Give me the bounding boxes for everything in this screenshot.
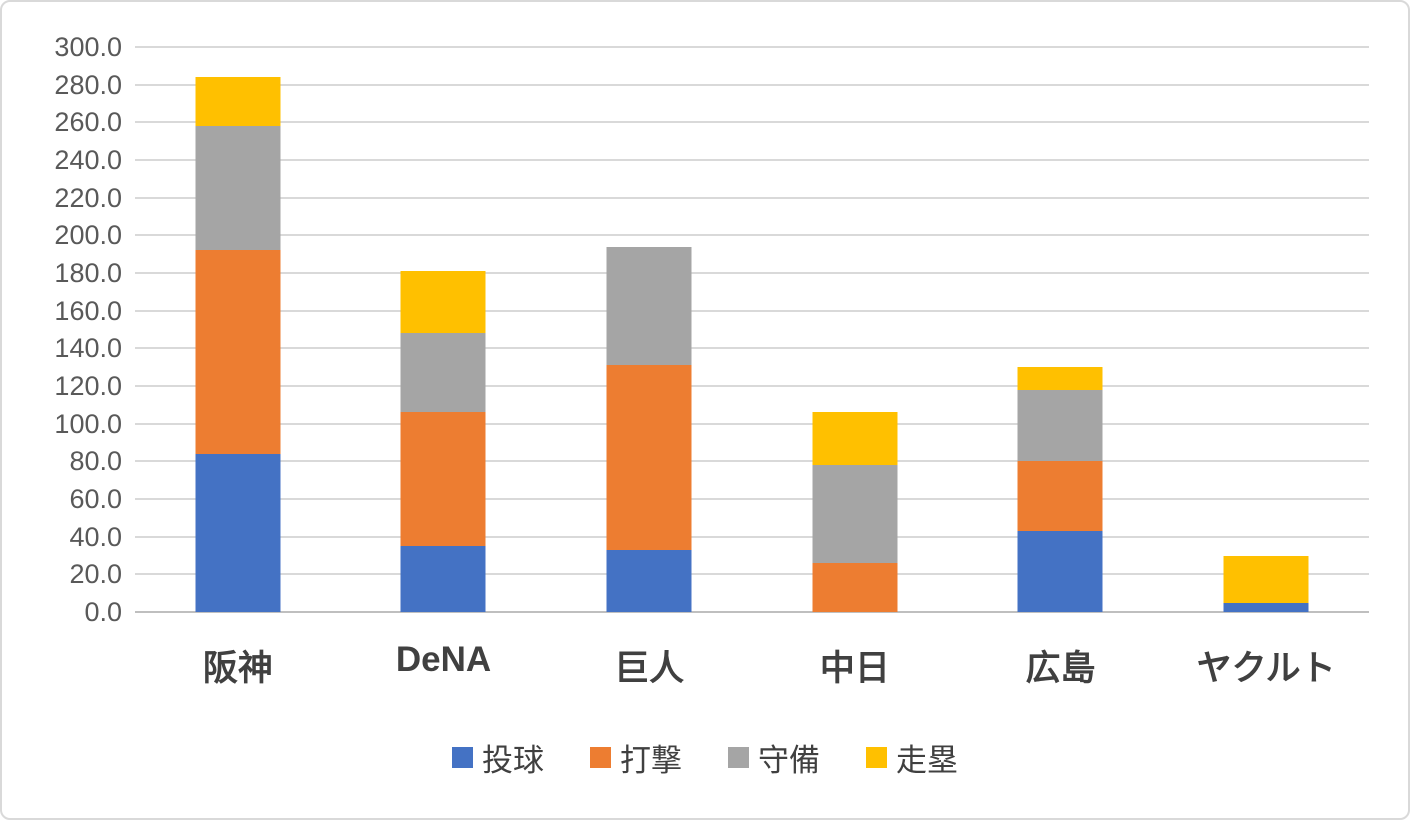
y-tick-label: 200.0 [54, 220, 122, 251]
x-tick-label: 中日 [819, 649, 890, 688]
legend-swatch-icon [452, 747, 473, 768]
y-tick-label: 280.0 [54, 69, 122, 100]
y-tick-label: 180.0 [54, 258, 122, 288]
x-axis: 阪神 DeNA 巨人 中日 広島 ヤクルト [135, 640, 1369, 700]
gridline [135, 422, 1369, 425]
y-tick-label: 60.0 [69, 484, 122, 514]
category-slot [752, 47, 958, 612]
y-tick-label: 260.0 [54, 107, 122, 138]
category-slot [546, 47, 752, 612]
bar-segment-打撃[interactable] [400, 412, 486, 547]
gridline [135, 535, 1369, 538]
legend-item-打撃[interactable]: 打撃 [590, 735, 682, 780]
y-axis: 300.0 280.0 260.0 240.0 220.0 200.0 180.0 160.0… [2, 32, 122, 627]
bar-segment-守備[interactable] [1017, 389, 1103, 462]
bar-segment-打撃[interactable] [812, 563, 898, 612]
gridline [135, 121, 1369, 124]
legend-label: 走塁 [896, 743, 958, 778]
gridline [135, 46, 1369, 48]
bar-segment-走塁[interactable] [1223, 555, 1309, 603]
gridline [135, 159, 1369, 161]
legend-label: 守備 [758, 743, 820, 778]
x-tick-label: 巨人 [614, 649, 685, 688]
plot-area [135, 46, 1369, 613]
category-slot [958, 47, 1164, 612]
bar-segment-投球[interactable] [606, 549, 692, 612]
bar-segment-走塁[interactable] [195, 77, 281, 127]
bar-segment-投球[interactable] [1223, 602, 1309, 612]
gridline [135, 498, 1369, 500]
legend: 投球 打撃 守備 走塁 [2, 735, 1408, 780]
legend-swatch-icon [866, 747, 887, 768]
bar-segment-打撃[interactable] [195, 250, 281, 454]
bar-segment-投球[interactable] [1017, 531, 1103, 612]
x-axis-line [135, 611, 1369, 613]
bar-segment-守備[interactable] [400, 333, 486, 413]
gridline [135, 272, 1369, 274]
gridline [135, 83, 1369, 86]
gridline [135, 196, 1369, 199]
category-slot [135, 47, 341, 612]
x-tick-label: 広島 [1025, 649, 1096, 688]
bar-segment-走塁[interactable] [400, 271, 486, 334]
legend-item-投球[interactable]: 投球 [452, 735, 544, 780]
x-tick-label: 阪神 [202, 649, 273, 688]
category-slot [341, 47, 547, 612]
y-tick-label: 220.0 [54, 182, 122, 213]
legend-item-守備[interactable]: 守備 [728, 735, 820, 780]
legend-swatch-icon [590, 747, 611, 768]
bar-segment-投球[interactable] [195, 453, 281, 612]
gridline [135, 573, 1369, 576]
x-tick-label: ヤクルト [1196, 649, 1336, 688]
gridline [135, 347, 1369, 350]
y-tick-label: 40.0 [69, 521, 122, 552]
y-tick-label: 240.0 [54, 145, 122, 175]
legend-label: 投球 [482, 743, 544, 778]
gridline [135, 460, 1369, 463]
y-tick-label: 80.0 [69, 446, 122, 477]
category-slot [1163, 47, 1369, 612]
gridline [135, 234, 1369, 237]
y-tick-label: 120.0 [54, 371, 122, 401]
legend-swatch-icon [728, 747, 749, 768]
bar-segment-投球[interactable] [400, 546, 486, 612]
y-tick-label: 300.0 [54, 32, 122, 62]
bar-segment-走塁[interactable] [812, 412, 898, 466]
gridline [135, 309, 1369, 312]
y-tick-label: 0.0 [84, 597, 122, 627]
bar-segment-打撃[interactable] [606, 365, 692, 550]
bar-segment-守備[interactable] [606, 246, 692, 366]
bar-segment-打撃[interactable] [1017, 461, 1103, 532]
y-tick-label: 160.0 [54, 295, 122, 326]
y-tick-label: 140.0 [54, 333, 122, 364]
legend-item-走塁[interactable]: 走塁 [866, 735, 958, 780]
y-tick-label: 20.0 [69, 559, 122, 590]
bar-segment-走塁[interactable] [1017, 367, 1103, 390]
bar-segment-守備[interactable] [812, 465, 898, 564]
y-tick-label: 100.0 [54, 408, 122, 439]
gridline [135, 385, 1369, 387]
legend-label: 打撃 [620, 743, 682, 778]
bar-segment-守備[interactable] [195, 126, 281, 251]
x-tick-label: DeNA [395, 640, 492, 679]
